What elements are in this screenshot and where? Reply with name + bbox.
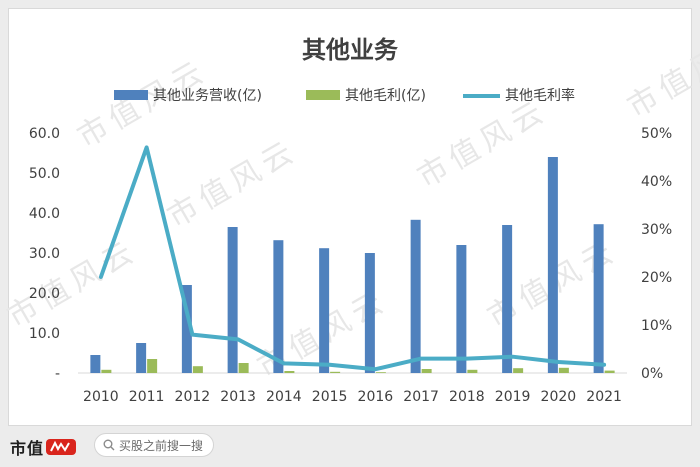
bar-revenue — [227, 227, 238, 373]
left-tick-label: 10.0 — [29, 326, 60, 342]
bar-revenue — [547, 157, 558, 373]
bar-revenue — [273, 240, 284, 373]
left-tick-label: 60.0 — [29, 126, 60, 142]
x-tick-label: 2014 — [266, 389, 302, 405]
x-tick-label: 2012 — [175, 389, 211, 405]
left-tick-label: 50.0 — [29, 166, 60, 182]
x-tick-label: 2013 — [220, 389, 256, 405]
x-tick-label: 2021 — [586, 389, 622, 405]
x-tick-label: 2011 — [129, 389, 165, 405]
bar-profit — [238, 363, 249, 373]
x-tick-label: 2020 — [541, 389, 577, 405]
x-tick-label: 2019 — [495, 389, 531, 405]
brand-logo: 市值 — [10, 434, 77, 460]
margin-line-layer — [98, 145, 607, 372]
left-axis: - 10.0 20.0 30.0 40.0 50.0 60.0 — [29, 126, 60, 382]
chart-legend: 其他业务营收(亿) 其他毛利(亿) 其他毛利率 — [114, 87, 575, 104]
x-tick-label: 2015 — [312, 389, 348, 405]
legend-label-profit: 其他毛利(亿) — [345, 88, 426, 104]
right-axis: 0% 10% 20% 30% 40% 50% — [641, 126, 672, 382]
legend-swatch-profit — [306, 90, 340, 100]
left-tick-label: 30.0 — [29, 246, 60, 262]
right-tick-label: 20% — [641, 270, 672, 286]
chart: 其他业务 其他业务营收(亿) 其他毛利(亿) 其他毛利率 - 10.0 20.0 30… — [29, 36, 672, 405]
x-tick-label: 2010 — [83, 389, 119, 405]
bar-revenue — [364, 253, 375, 373]
legend-label-margin: 其他毛利率 — [505, 87, 575, 104]
bar-revenue — [502, 225, 513, 373]
chart-title: 其他业务 — [302, 36, 399, 64]
bar-profit — [375, 372, 386, 373]
bar-revenue — [319, 248, 330, 373]
bar-profit — [192, 366, 203, 373]
brand-mark-icon — [46, 439, 77, 455]
footer: 市值 买股之前搜一搜 — [0, 428, 700, 467]
bar-revenue — [181, 285, 192, 373]
right-tick-label: 10% — [641, 318, 672, 334]
bar-profit — [558, 367, 569, 373]
search-box[interactable]: 买股之前搜一搜 — [94, 433, 214, 457]
bars — [90, 157, 615, 373]
bar-revenue — [593, 224, 604, 373]
left-tick-label: 40.0 — [29, 206, 60, 222]
x-axis: 2010 2011 2012 2013 2014 2015 2016 2017 2018 2019… — [83, 389, 622, 405]
x-tick-label: 2016 — [358, 389, 394, 405]
legend-swatch-revenue — [114, 90, 148, 100]
bar-revenue — [90, 355, 101, 373]
margin-line — [98, 145, 607, 372]
bar-revenue — [456, 245, 467, 373]
bar-profit — [604, 370, 615, 373]
search-placeholder: 买股之前搜一搜 — [119, 438, 204, 453]
bar-revenue — [410, 219, 421, 373]
brand-name: 市值 — [10, 439, 45, 458]
right-tick-label: 50% — [641, 126, 672, 142]
bar-profit — [467, 369, 478, 373]
right-tick-label: 0% — [641, 366, 663, 382]
left-tick-label: - — [55, 366, 60, 382]
bar-profit — [513, 368, 524, 373]
bar-profit — [330, 371, 341, 373]
right-tick-label: 30% — [641, 222, 672, 238]
x-tick-label: 2017 — [403, 389, 439, 405]
bar-revenue — [136, 343, 147, 373]
right-tick-label: 40% — [641, 174, 672, 190]
bar-profit — [284, 371, 295, 373]
search-icon — [103, 439, 115, 451]
bar-profit — [101, 369, 112, 373]
legend-label-revenue: 其他业务营收(亿) — [153, 88, 262, 104]
bar-profit — [421, 369, 432, 373]
x-tick-label: 2018 — [449, 389, 485, 405]
left-tick-label: 20.0 — [29, 286, 60, 302]
bar-profit — [147, 359, 158, 373]
